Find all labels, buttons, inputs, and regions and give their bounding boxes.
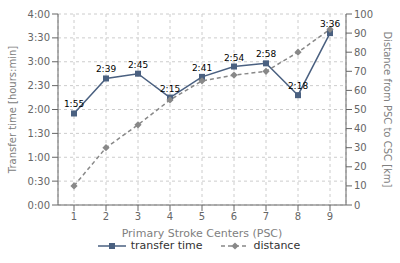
svg-text:Primary Stroke Centers (PSC): Primary Stroke Centers (PSC) bbox=[122, 227, 283, 240]
svg-text:1: 1 bbox=[71, 211, 77, 222]
svg-text:Distance from PSC to CSC [km]: Distance from PSC to CSC [km] bbox=[382, 32, 392, 188]
svg-text:6: 6 bbox=[231, 211, 237, 222]
svg-text:30: 30 bbox=[354, 142, 367, 153]
svg-text:2:41: 2:41 bbox=[192, 63, 212, 73]
svg-text:90: 90 bbox=[354, 28, 367, 39]
svg-text:0:00: 0:00 bbox=[28, 200, 50, 211]
svg-text:50: 50 bbox=[354, 104, 367, 115]
svg-text:2:58: 2:58 bbox=[256, 49, 276, 59]
svg-text:100: 100 bbox=[354, 9, 373, 20]
svg-text:40: 40 bbox=[354, 123, 367, 134]
svg-text:2:39: 2:39 bbox=[96, 64, 116, 74]
svg-text:2:18: 2:18 bbox=[288, 81, 308, 91]
svg-text:2:54: 2:54 bbox=[224, 53, 244, 63]
svg-text:3:00: 3:00 bbox=[28, 56, 50, 67]
svg-text:4:00: 4:00 bbox=[28, 9, 50, 20]
svg-text:20: 20 bbox=[354, 161, 367, 172]
svg-text:2: 2 bbox=[103, 211, 109, 222]
svg-text:9: 9 bbox=[327, 211, 333, 222]
svg-text:1:55: 1:55 bbox=[64, 99, 84, 109]
svg-text:8: 8 bbox=[295, 211, 301, 222]
svg-text:1:30: 1:30 bbox=[28, 128, 50, 139]
html-text:transfer time: transfer time bbox=[130, 239, 203, 252]
svg-text:0: 0 bbox=[354, 200, 360, 211]
svg-text:2:15: 2:15 bbox=[160, 84, 180, 94]
svg-text:2:00: 2:00 bbox=[28, 104, 50, 115]
svg-text:3: 3 bbox=[135, 211, 141, 222]
svg-text:2:45: 2:45 bbox=[128, 60, 148, 70]
svg-text:10: 10 bbox=[354, 180, 367, 191]
html-text:distance: distance bbox=[253, 239, 301, 252]
svg-text:4: 4 bbox=[167, 211, 173, 222]
svg-text:80: 80 bbox=[354, 47, 367, 58]
svg-text:3:30: 3:30 bbox=[28, 32, 50, 43]
svg-text:3:36: 3:36 bbox=[320, 19, 340, 29]
svg-text:70: 70 bbox=[354, 66, 367, 77]
svg-text:60: 60 bbox=[354, 85, 367, 96]
svg-text:0:30: 0:30 bbox=[28, 176, 50, 187]
svg-text:5: 5 bbox=[199, 211, 205, 222]
svg-text:2:30: 2:30 bbox=[28, 80, 50, 91]
svg-text:1:00: 1:00 bbox=[28, 152, 50, 163]
svg-text:Transfer time [hours:min]: Transfer time [hours:min] bbox=[8, 46, 18, 174]
svg-text:7: 7 bbox=[263, 211, 269, 222]
